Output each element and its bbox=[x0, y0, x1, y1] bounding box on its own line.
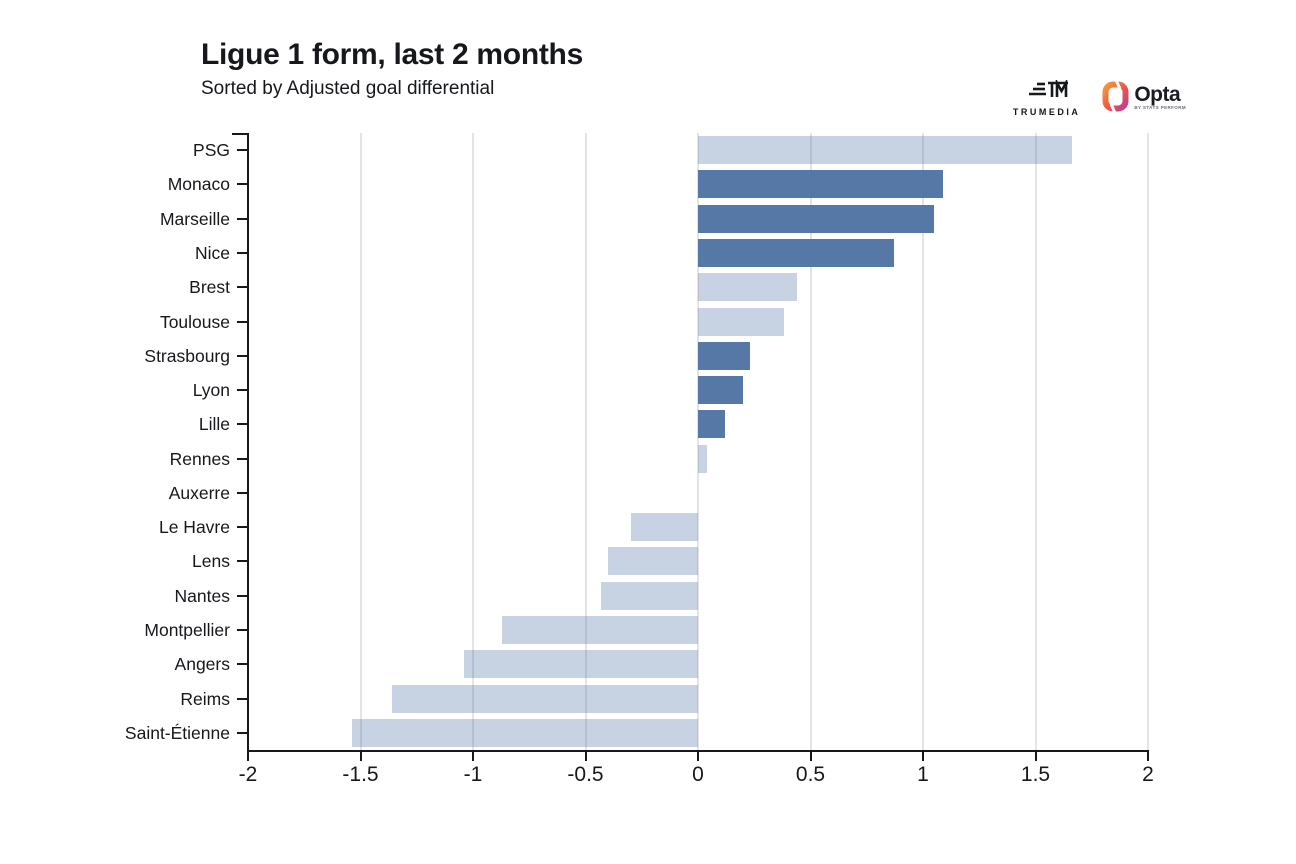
x-label--1.5: -1.5 bbox=[342, 763, 379, 786]
y-tick-Lens bbox=[237, 560, 248, 563]
x-label-0.5: 0.5 bbox=[795, 763, 826, 786]
y-label-Lyon: Lyon bbox=[192, 380, 230, 401]
gridline--1.5 bbox=[359, 133, 362, 750]
bar-Nantes bbox=[601, 581, 698, 610]
gridline-1 bbox=[922, 133, 924, 750]
y-tick-Saint-Étienne bbox=[237, 731, 248, 734]
x-axis-line bbox=[247, 750, 1149, 752]
bar-Angers bbox=[464, 650, 698, 679]
y-axis-top-cap bbox=[232, 133, 248, 135]
x-tick--1.5 bbox=[359, 752, 362, 761]
y-label-PSG: PSG bbox=[193, 140, 230, 161]
y-tick-Toulouse bbox=[237, 320, 248, 323]
trumedia-label: TRUMEDIA bbox=[1012, 107, 1081, 117]
bar-Monaco bbox=[698, 170, 944, 199]
bar-Lyon bbox=[698, 376, 743, 405]
bar-Lens bbox=[608, 547, 698, 576]
opta-icon bbox=[1102, 78, 1129, 117]
bar-PSG bbox=[698, 136, 1072, 165]
page-subtitle: Sorted by Adjusted goal differential bbox=[201, 78, 495, 99]
y-label-Monaco: Monaco bbox=[167, 174, 230, 195]
y-tick-Strasbourg bbox=[237, 354, 248, 357]
trumedia-logo: TRUMEDIA bbox=[1012, 78, 1081, 117]
x-label-1: 1 bbox=[917, 763, 929, 786]
y-label-Saint-Étienne: Saint-Étienne bbox=[124, 722, 230, 743]
y-tick-Nice bbox=[237, 251, 248, 254]
y-label-Marseille: Marseille bbox=[159, 208, 230, 229]
y-label-Auxerre: Auxerre bbox=[168, 482, 230, 503]
y-tick-Angers bbox=[237, 663, 248, 666]
chart-header: Ligue 1 form, last 2 months Sorted by Ad… bbox=[201, 38, 583, 100]
x-tick-1.5 bbox=[1034, 752, 1037, 761]
y-tick-Lyon bbox=[237, 389, 248, 392]
y-tick-Brest bbox=[237, 286, 248, 289]
gridline-0 bbox=[697, 133, 699, 750]
x-label--2: -2 bbox=[238, 763, 258, 786]
x-tick-2 bbox=[1147, 752, 1149, 761]
y-tick-Le Havre bbox=[237, 526, 248, 529]
x-tick--0.5 bbox=[584, 752, 587, 761]
x-tick-0 bbox=[697, 752, 699, 761]
bar-Saint-Étienne bbox=[351, 718, 698, 747]
bar-Nice bbox=[698, 238, 894, 267]
y-label-Lens: Lens bbox=[192, 551, 230, 572]
x-tick-1 bbox=[922, 752, 924, 761]
y-label-Toulouse: Toulouse bbox=[159, 311, 230, 332]
bar-Strasbourg bbox=[698, 341, 750, 370]
y-label-Strasbourg: Strasbourg bbox=[144, 345, 230, 366]
y-label-Angers: Angers bbox=[174, 654, 230, 675]
bar-Toulouse bbox=[698, 307, 784, 336]
y-label-Brest: Brest bbox=[189, 277, 230, 298]
y-label-Le Havre: Le Havre bbox=[158, 517, 230, 538]
x-label--1: -1 bbox=[463, 763, 483, 786]
y-tick-Montpellier bbox=[237, 629, 248, 632]
bar-Reims bbox=[392, 684, 698, 713]
y-label-Reims: Reims bbox=[180, 688, 230, 709]
x-label--0.5: -0.5 bbox=[567, 763, 604, 786]
opta-wordmark: Opta BY STATS PERFORM bbox=[1134, 84, 1186, 111]
y-label-Nice: Nice bbox=[194, 242, 230, 263]
x-tick--2 bbox=[247, 752, 249, 761]
page-title: Ligue 1 form, last 2 months bbox=[201, 38, 583, 71]
bar-Brest bbox=[698, 273, 797, 302]
x-label-2: 2 bbox=[1142, 763, 1154, 786]
opta-sublabel: BY STATS PERFORM bbox=[1134, 104, 1186, 110]
y-tick-PSG bbox=[237, 149, 248, 152]
y-label-Montpellier: Montpellier bbox=[144, 620, 230, 641]
branding: TRUMEDIA Opta bbox=[1012, 78, 1186, 117]
x-label-1.5: 1.5 bbox=[1020, 763, 1051, 786]
gridline--1 bbox=[472, 133, 474, 750]
y-label-Rennes: Rennes bbox=[169, 448, 230, 469]
opta-logo: Opta BY STATS PERFORM bbox=[1102, 78, 1186, 117]
gridline-1.5 bbox=[1034, 133, 1037, 750]
trumedia-icon bbox=[1025, 78, 1069, 105]
y-label-Nantes: Nantes bbox=[174, 585, 230, 606]
x-label-0: 0 bbox=[692, 763, 704, 786]
y-axis-line bbox=[247, 133, 249, 751]
x-tick-0.5 bbox=[809, 752, 812, 761]
gridline-0.5 bbox=[809, 133, 812, 750]
bar-chart: PSG Monaco Marseille Nice Brest Toulouse Stras… bbox=[125, 133, 1154, 786]
opta-label: Opta bbox=[1134, 82, 1181, 106]
y-tick-Auxerre bbox=[237, 491, 248, 494]
y-tick-Lille bbox=[237, 423, 248, 426]
bar-Marseille bbox=[698, 204, 935, 233]
y-tick-Marseille bbox=[237, 217, 248, 220]
bar-Rennes bbox=[698, 444, 707, 473]
y-tick-Nantes bbox=[237, 594, 248, 597]
y-tick-Monaco bbox=[237, 183, 248, 186]
x-tick--1 bbox=[472, 752, 474, 761]
y-label-Lille: Lille bbox=[198, 414, 230, 435]
y-tick-Reims bbox=[237, 697, 248, 700]
bar-Le Havre bbox=[630, 513, 698, 542]
gridline-2 bbox=[1147, 133, 1149, 750]
gridline--0.5 bbox=[584, 133, 587, 750]
bar-Montpellier bbox=[502, 616, 698, 645]
y-tick-Rennes bbox=[237, 457, 248, 460]
bar-Lille bbox=[698, 410, 725, 439]
